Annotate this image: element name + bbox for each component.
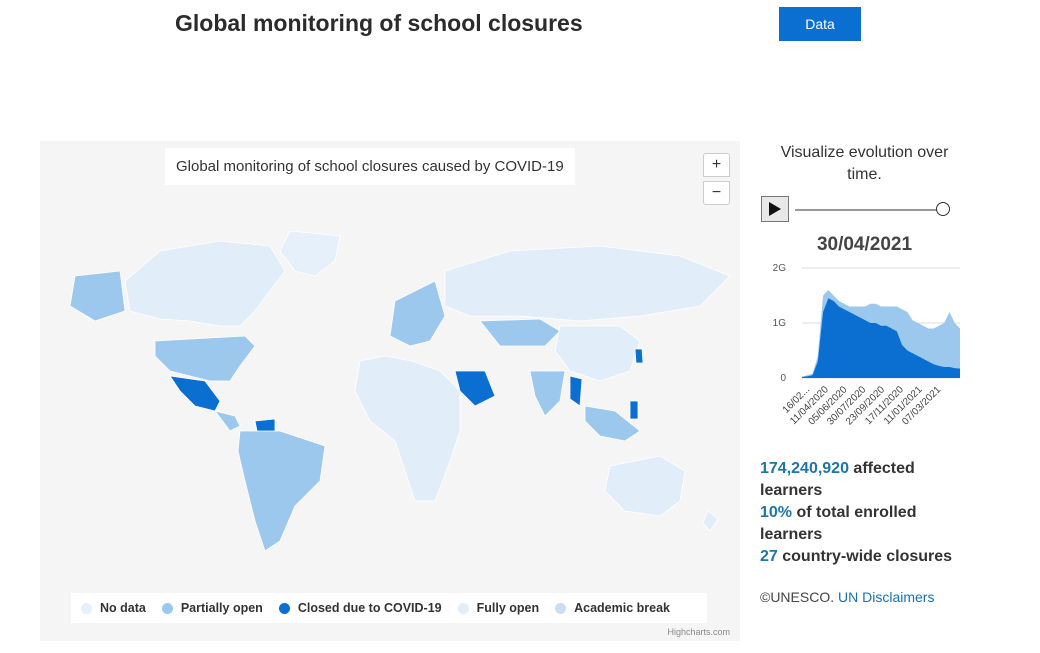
region-india[interactable]: [529, 370, 566, 417]
legend-dot-no-data: [81, 602, 92, 614]
legend-dot-fully-open: [457, 602, 469, 614]
region-usa[interactable]: [154, 335, 256, 382]
region-saudi-arabia[interactable]: [454, 370, 496, 407]
percent-enrolled-number: 10%: [760, 504, 793, 521]
region-greenland[interactable]: [279, 231, 341, 277]
country-closures-stat: 27 country-wide closures: [760, 548, 953, 565]
region-europe[interactable]: [389, 280, 446, 347]
region-central-asia[interactable]: [479, 318, 561, 347]
legend-dot-closed: [278, 602, 290, 614]
region-alaska[interactable]: [69, 270, 126, 322]
current-date: 30/04/2021: [816, 234, 913, 255]
timeline-caption: Visualize evolution over time.: [780, 144, 949, 183]
timeline-slider-track[interactable]: [795, 209, 943, 211]
legend-item-academic-break[interactable]: Academic break: [555, 601, 670, 615]
region-central-america[interactable]: [214, 410, 241, 432]
stats-panel: 174,240,920 affected learners 10% of tot…: [760, 458, 990, 568]
zoom-in-button[interactable]: +: [703, 153, 730, 177]
region-philippines[interactable]: [629, 400, 639, 420]
timeline-slider-handle[interactable]: [936, 202, 950, 216]
region-south-america[interactable]: [237, 430, 326, 552]
region-myanmar[interactable]: [569, 375, 583, 407]
data-button[interactable]: Data: [779, 7, 861, 41]
region-china[interactable]: [554, 325, 641, 382]
highcharts-credit[interactable]: Highcharts.com: [667, 627, 730, 637]
legend-item-partially-open[interactable]: Partially open: [161, 601, 263, 615]
play-button[interactable]: [761, 196, 789, 222]
legend-dot-academic-break: [555, 602, 567, 614]
affected-learners-stat: 174,240,920 affected learners: [760, 460, 915, 499]
play-icon: [769, 202, 781, 216]
country-closures-number: 27: [760, 548, 778, 565]
affected-learners-number: 174,240,920: [760, 460, 849, 477]
legend-item-fully-open[interactable]: Fully open: [457, 601, 539, 615]
page-title: Global monitoring of school closures: [175, 10, 583, 36]
copyright-notice: ©UNESCO. UN Disclaimers: [760, 589, 935, 605]
y-tick-label: 0: [780, 373, 786, 384]
map-legend: No data Partially open Closed due to COV…: [71, 593, 707, 623]
region-korea[interactable]: [634, 348, 644, 364]
percent-enrolled-stat: 10% of total enrolled learners: [760, 504, 917, 543]
region-africa[interactable]: [354, 355, 461, 502]
y-tick-label: 2G: [773, 263, 787, 274]
region-new-zealand[interactable]: [702, 510, 719, 532]
map-title: Global monitoring of school closures cau…: [165, 148, 575, 185]
region-canada[interactable]: [124, 240, 286, 327]
legend-item-closed[interactable]: Closed due to COVID-19: [278, 601, 442, 615]
y-tick-label: 1G: [773, 318, 787, 329]
un-disclaimers-link[interactable]: UN Disclaimers: [838, 589, 935, 605]
region-australia[interactable]: [604, 455, 686, 517]
legend-item-no-data[interactable]: No data: [81, 601, 146, 615]
world-map[interactable]: [40, 231, 740, 561]
affected-learners-chart[interactable]: 2G1G016/02...11/04/202005/06/202030/07/2…: [760, 258, 970, 448]
map-panel[interactable]: Global monitoring of school closures cau…: [40, 141, 740, 641]
series-area-0: [802, 298, 960, 378]
zoom-out-button[interactable]: −: [703, 181, 730, 205]
legend-dot-partially-open: [161, 602, 173, 614]
region-southeast-asia[interactable]: [584, 405, 641, 442]
region-russia[interactable]: [444, 245, 731, 322]
